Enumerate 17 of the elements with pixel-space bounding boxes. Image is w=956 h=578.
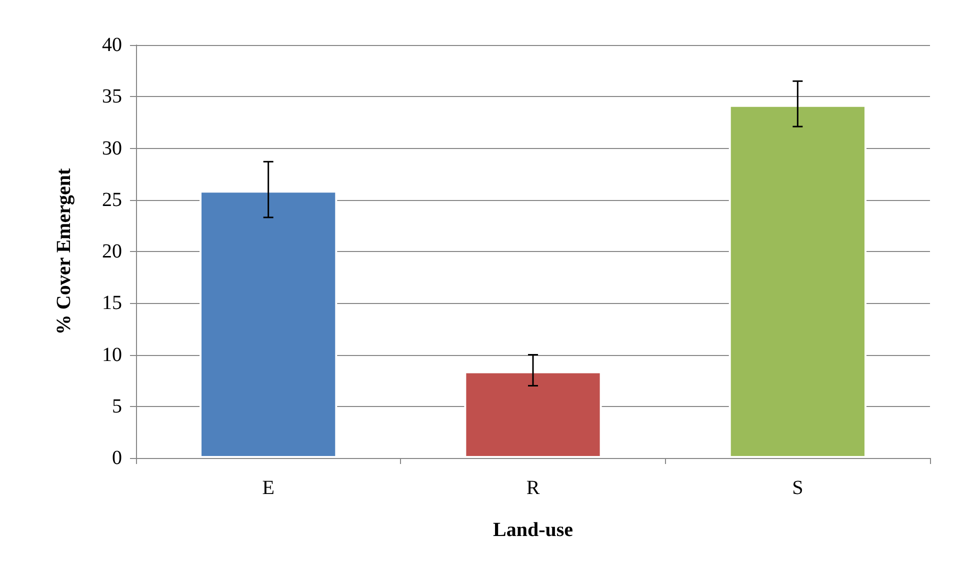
bar <box>728 104 866 458</box>
x-axis-title: Land-use <box>492 519 574 541</box>
y-tick-label: 5 <box>112 395 122 418</box>
y-tick-label: 25 <box>102 188 122 211</box>
y-tick-label: 15 <box>102 292 122 314</box>
x-tick-label: E <box>262 477 274 499</box>
y-tick-label: 0 <box>112 447 122 469</box>
y-tick-label: 40 <box>102 34 122 56</box>
y-tick-label: 35 <box>102 86 122 108</box>
y-tick-label: 20 <box>102 240 122 262</box>
x-tick-label: R <box>526 477 540 499</box>
bar <box>464 371 602 458</box>
x-tick-label: S <box>792 477 804 499</box>
y-axis-title: % Cover Emergent <box>53 168 75 335</box>
bar <box>200 190 338 458</box>
y-tick-label: 10 <box>102 344 122 366</box>
y-tick-label: 30 <box>102 137 122 160</box>
